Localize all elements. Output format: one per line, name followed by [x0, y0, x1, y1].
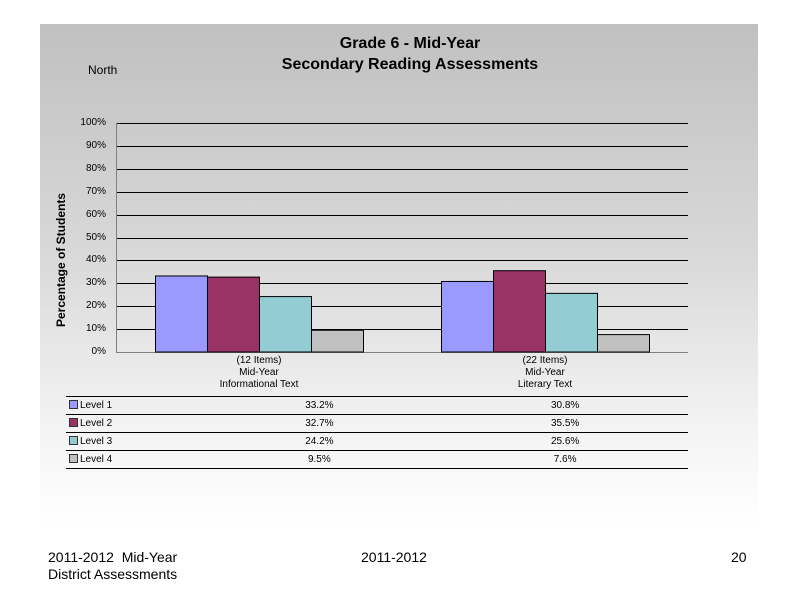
y-tick-label: 0% [91, 346, 106, 357]
legend-label: Level 4 [80, 454, 113, 465]
table-cell-value: 25.6% [550, 436, 580, 447]
table-cell-value: 9.5% [307, 454, 331, 465]
y-tick-label: 70% [85, 185, 106, 197]
x-category-label: (22 Items) Mid-Year Literary Text [445, 355, 645, 391]
chart-subtitle: Secondary Reading Assessments [281, 56, 539, 73]
x-category-label-name: Literary Text [517, 379, 573, 390]
footer-left-line2: District Assessments [48, 566, 178, 582]
legend-swatch [69, 418, 78, 427]
bar-level-2 [207, 276, 260, 353]
table-cell-value: 7.6% [553, 454, 577, 465]
page-number: 20 [731, 549, 747, 565]
table-cell-value: 33.2% [305, 400, 334, 411]
bar-level-2 [493, 270, 546, 353]
chart-panel [40, 24, 758, 526]
region-label: North [88, 63, 118, 77]
y-tick-label: 40% [85, 254, 106, 266]
x-category-label-items: (22 Items) [522, 355, 568, 366]
bar-level-4 [597, 334, 650, 353]
data-table: Level 1 33.2% 30.8% Level 2 32.7% 35.5% Level … [66, 396, 688, 469]
y-tick-label: 80% [85, 162, 106, 174]
legend-swatch [69, 400, 78, 409]
bar-level-3 [545, 292, 598, 353]
table-cell-value: 32.7% [305, 418, 334, 429]
table-cell-value: 24.2% [305, 436, 334, 447]
legend-label: Level 3 [80, 436, 113, 447]
y-tick-label: 20% [85, 300, 106, 312]
y-tick-label: 60% [85, 208, 106, 220]
bar-level-1 [155, 275, 208, 353]
footer-center: 2011-2012 [361, 549, 427, 565]
chart-title: Grade 6 - Mid-Year [339, 35, 481, 52]
y-tick-label: 90% [85, 139, 106, 151]
legend-entry: Level 3 [66, 433, 197, 451]
x-category-label-items: (12 Items) [236, 355, 282, 366]
legend-swatch [69, 436, 78, 445]
bar-level-4 [311, 329, 364, 353]
y-tick-label: 30% [85, 277, 106, 289]
table-row: Level 3 24.2% 25.6% [66, 432, 688, 451]
footer-left: 2011-2012 Mid-Year District Assessments [48, 549, 177, 583]
x-category-label-name: Informational Text [219, 379, 299, 390]
y-tick-label: 50% [85, 231, 106, 243]
footer-left-line1: 2011-2012 Mid-Year [48, 549, 178, 565]
table-cell-value: 35.5% [550, 418, 580, 429]
table-row: Level 2 32.7% 35.5% [66, 414, 688, 433]
x-category-label-period: Mid-Year [239, 367, 279, 378]
legend-swatch [69, 454, 78, 463]
y-tick-label: 100% [80, 117, 106, 128]
legend-label: Level 1 [80, 400, 113, 411]
legend-entry: Level 1 [66, 397, 197, 415]
table-row: Level 4 9.5% 7.6% [66, 450, 688, 469]
x-category-label-period: Mid-Year [525, 367, 565, 378]
y-tick-label: 10% [85, 323, 106, 335]
bar-level-1 [441, 280, 494, 353]
legend-label: Level 2 [80, 418, 113, 429]
x-category-label: (12 Items) Mid-Year Informational Text [159, 355, 359, 391]
bar-level-3 [259, 296, 312, 353]
legend-entry: Level 2 [66, 415, 197, 433]
legend-entry: Level 4 [66, 451, 197, 469]
table-row: Level 1 33.2% 30.8% [66, 396, 688, 415]
table-cell-value: 30.8% [550, 400, 580, 411]
